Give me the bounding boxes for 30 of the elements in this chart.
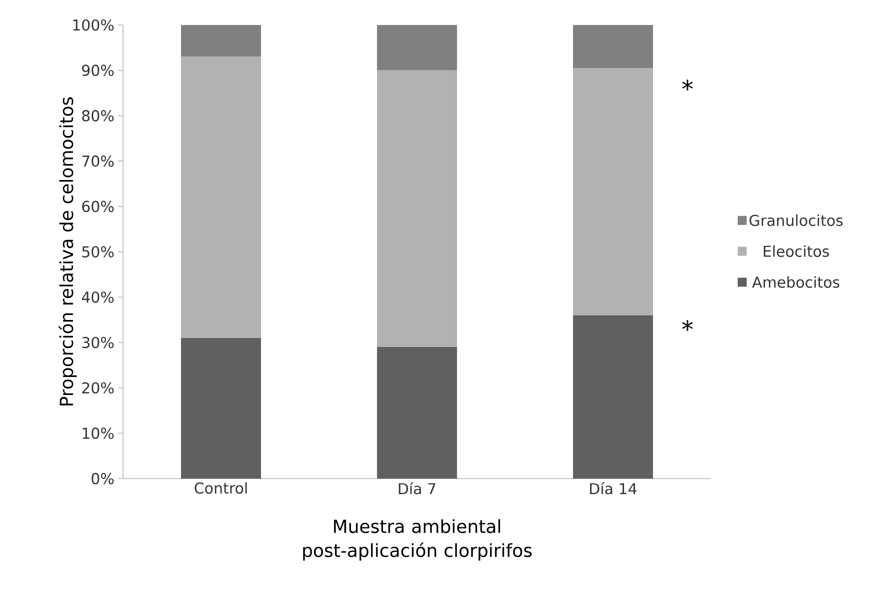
bar [573,68,653,316]
y-tick-label: 0% [92,472,114,484]
y-tick-label: 100% [73,19,114,31]
bar [181,56,262,338]
y-tick-label: 20% [82,382,114,394]
bar [573,315,653,479]
bar [181,25,262,57]
x-tick-label: Día 7 [398,482,436,494]
x-tick-label: Día 14 [590,482,637,494]
y-tick-label: 50% [82,246,114,258]
bar [573,25,653,68]
y-axis-title: Proporción relativa de celomocitos [58,97,77,406]
x-tick-label: Control [194,482,247,494]
annotation: * [682,320,693,331]
bar [377,25,458,70]
annotation: * [682,80,693,91]
y-tick-label: 80% [82,110,114,122]
y-tick-label: 60% [82,200,114,212]
legend-label: Granulocitos [750,214,843,226]
bar [181,338,262,479]
y-tick-label: 40% [82,291,114,303]
bar [377,70,458,348]
bar [377,347,458,479]
y-tick-label: 10% [82,428,114,439]
x-axis-title: Muestra ambiental post-aplicación clorpirifos [303,519,532,561]
legend-label: Eleocitos [764,245,829,257]
y-tick-label: 70% [82,155,114,167]
y-tick-label: 90% [82,64,114,76]
y-tick-label: 30% [82,336,114,348]
legend-label: Amebocitos [752,276,840,288]
